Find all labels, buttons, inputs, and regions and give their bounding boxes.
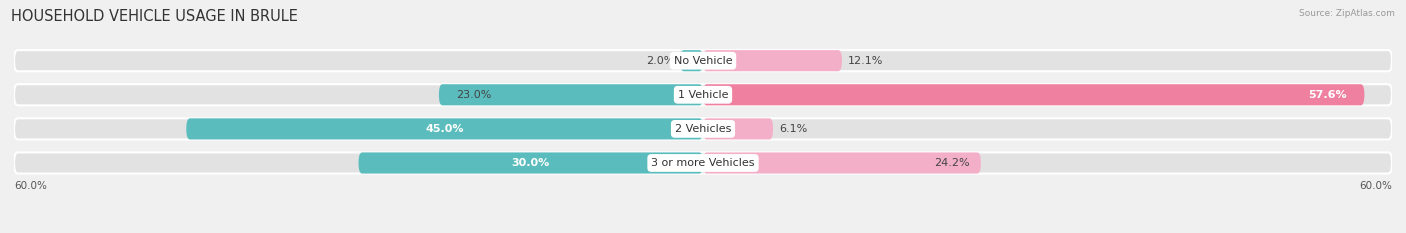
FancyBboxPatch shape	[703, 84, 1364, 105]
Text: 60.0%: 60.0%	[1360, 181, 1392, 191]
FancyBboxPatch shape	[703, 152, 981, 174]
FancyBboxPatch shape	[14, 84, 1392, 105]
FancyBboxPatch shape	[14, 152, 1392, 174]
FancyBboxPatch shape	[703, 50, 842, 71]
Text: No Vehicle: No Vehicle	[673, 56, 733, 66]
FancyBboxPatch shape	[359, 152, 703, 174]
FancyBboxPatch shape	[14, 50, 1392, 71]
Text: 2.0%: 2.0%	[645, 56, 675, 66]
FancyBboxPatch shape	[703, 118, 773, 140]
Text: 23.0%: 23.0%	[456, 90, 492, 100]
Text: 12.1%: 12.1%	[848, 56, 883, 66]
Text: 57.6%: 57.6%	[1309, 90, 1347, 100]
Text: 24.2%: 24.2%	[934, 158, 969, 168]
Text: 1 Vehicle: 1 Vehicle	[678, 90, 728, 100]
Text: HOUSEHOLD VEHICLE USAGE IN BRULE: HOUSEHOLD VEHICLE USAGE IN BRULE	[11, 9, 298, 24]
Text: 45.0%: 45.0%	[426, 124, 464, 134]
FancyBboxPatch shape	[439, 84, 703, 105]
Text: 2 Vehicles: 2 Vehicles	[675, 124, 731, 134]
Text: 60.0%: 60.0%	[14, 181, 46, 191]
Text: 6.1%: 6.1%	[779, 124, 807, 134]
FancyBboxPatch shape	[14, 118, 1392, 140]
Text: 30.0%: 30.0%	[512, 158, 550, 168]
Text: 3 or more Vehicles: 3 or more Vehicles	[651, 158, 755, 168]
Text: Source: ZipAtlas.com: Source: ZipAtlas.com	[1299, 9, 1395, 18]
FancyBboxPatch shape	[186, 118, 703, 140]
FancyBboxPatch shape	[681, 50, 703, 71]
